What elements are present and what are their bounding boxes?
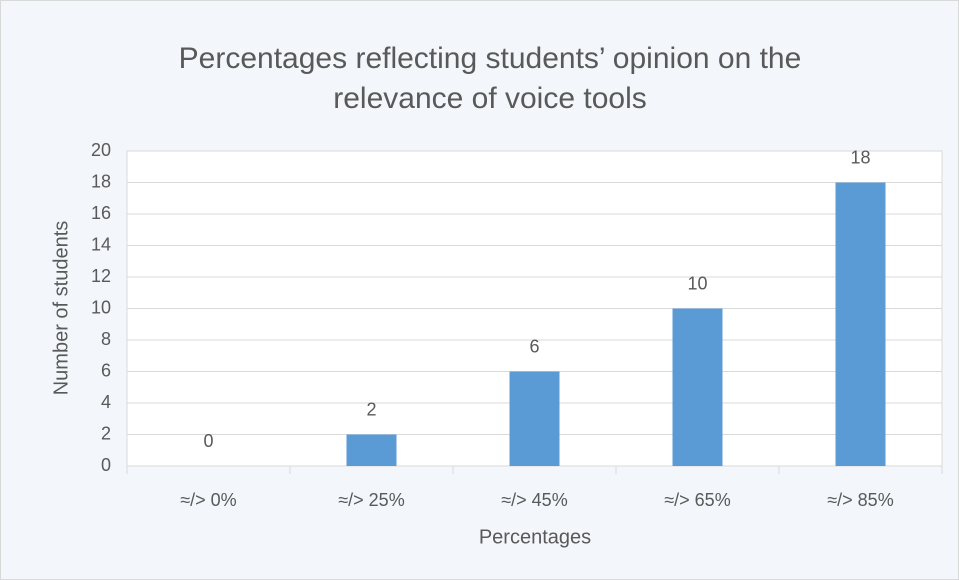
chart-title: relevance of voice tools (333, 82, 647, 115)
data-label: 2 (366, 399, 376, 419)
data-label: 0 (203, 431, 213, 451)
bar (835, 182, 886, 466)
data-label: 10 (687, 273, 707, 293)
y-tick-label: 20 (91, 140, 111, 160)
y-tick-label: 4 (101, 392, 111, 412)
bar (672, 308, 723, 466)
y-axis-label: Number of students (50, 221, 72, 396)
y-tick-label: 8 (101, 329, 111, 349)
bar (346, 434, 397, 466)
x-tick-label: ≈/> 65% (664, 490, 730, 510)
y-tick-label: 6 (101, 360, 111, 380)
bar (509, 371, 560, 466)
y-tick-label: 18 (91, 171, 111, 191)
data-label: 18 (850, 147, 870, 167)
x-axis-label: Percentages (479, 526, 591, 548)
y-tick-label: 10 (91, 297, 111, 317)
y-tick-label: 14 (91, 234, 111, 254)
x-tick-label: ≈/> 25% (338, 490, 404, 510)
x-tick-label: ≈/> 85% (827, 490, 893, 510)
chart-title: Percentages reflecting students’ opinion… (179, 42, 802, 75)
data-label: 6 (529, 336, 539, 356)
x-tick-label: ≈/> 45% (501, 490, 567, 510)
y-tick-label: 12 (91, 266, 111, 286)
x-tick-label: ≈/> 0% (180, 490, 236, 510)
y-tick-label: 0 (101, 455, 111, 475)
y-tick-label: 16 (91, 203, 111, 223)
y-tick-label: 2 (101, 423, 111, 443)
